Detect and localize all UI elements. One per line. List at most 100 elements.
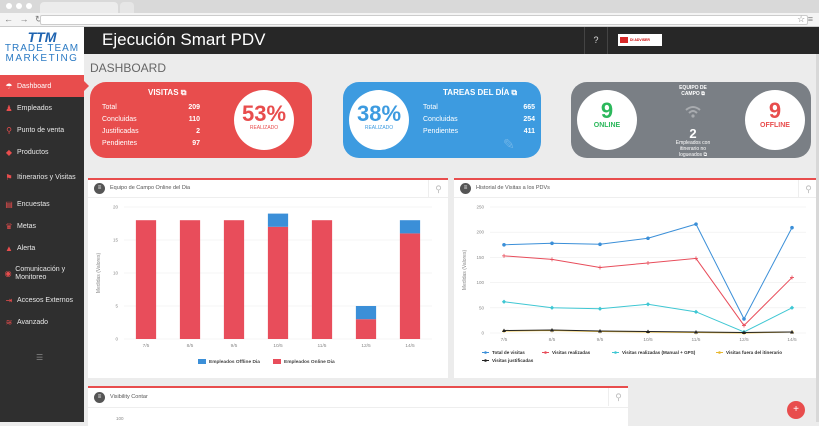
window-controls[interactable] (6, 3, 32, 9)
kpi-visitas-title[interactable]: VISITAS ⧉ (148, 88, 187, 97)
kpi-tareas-card[interactable]: 38% REALIZADO TAREAS DEL DÍA ⧉ Total 665 C… (343, 82, 541, 158)
legend-swatch (198, 359, 206, 364)
offline-label: OFFLINE (760, 122, 790, 129)
user-logo-icon (620, 37, 628, 43)
y-axis-label: Medidas (Valores) (462, 250, 468, 291)
legend-label: Total de visitas (492, 350, 525, 355)
data-point (694, 256, 698, 261)
sidebar-item-alerta[interactable]: ▲ Alerta (0, 237, 84, 259)
x-tick-label: 11/5 (692, 337, 701, 343)
y-tick-label: 250 (476, 205, 484, 210)
zoom-icon[interactable]: ⚲ (608, 388, 628, 406)
bar (355, 319, 377, 339)
y-tick-label: 50 (479, 305, 485, 310)
minimize-dot[interactable] (16, 3, 22, 9)
graduation-cap-icon: ≋ (5, 317, 13, 327)
sidebar-item-comunicación[interactable]: ◉ Comunicación y Monitoreo (0, 259, 84, 289)
data-point (598, 242, 602, 247)
close-dot[interactable] (6, 3, 12, 9)
data-point (549, 305, 555, 310)
trophy-icon: ♛ (5, 221, 13, 231)
legend-label: Visitas realizadas (Manual + GPS) (622, 350, 696, 355)
browser-tab[interactable] (40, 2, 118, 13)
url-bar[interactable] (40, 15, 808, 25)
data-point (742, 317, 746, 321)
sidebar-item-dashboard[interactable]: ☂ Dashboard (0, 75, 89, 97)
collapse-sidebar-icon[interactable]: ☰ (36, 353, 44, 362)
browser-nav-buttons[interactable]: ← → ↻ (4, 14, 45, 24)
sidebar-item-accesos[interactable]: ⇥ Accesos Externos (0, 289, 84, 311)
x-tick-label: 10/5 (273, 343, 283, 349)
data-point (693, 309, 699, 314)
sidebar-item-metas[interactable]: ♛ Metas (0, 215, 84, 237)
offline-circle: 9 OFFLINE (745, 90, 805, 150)
visitas-percent: 53% (241, 101, 287, 126)
logo[interactable]: TTM TRADE TEAM MARKETING (0, 27, 84, 75)
bar (311, 220, 333, 339)
bar (355, 306, 377, 320)
panel-menu-icon[interactable]: ≡ (94, 183, 105, 194)
data-point (646, 260, 650, 265)
bar (267, 226, 289, 339)
page-scrollbar[interactable] (816, 54, 819, 422)
sidebar-item-productos[interactable]: ◆ Productos (0, 141, 84, 163)
not-logged-label[interactable]: Empleados con itinerario no logueados ⧉ (675, 140, 711, 158)
sidebar-item-itinerarios[interactable]: ⚑ Itinerarios y Visitas (0, 163, 84, 193)
sidebar-item-avanzado[interactable]: ≋ Avanzado (0, 311, 84, 333)
offline-count: 9 (768, 98, 782, 123)
main-content: DASHBOARD VISITAS ⧉ Total 209 Concluidas 11… (84, 54, 819, 426)
panel-header: ≡ Visibility Contar ⚲ (88, 388, 628, 408)
tag-icon: ◆ (5, 147, 13, 157)
kpi-visitas-card[interactable]: VISITAS ⧉ Total 209 Concluidas 110 Justifica… (90, 82, 312, 158)
y-tick-label: 15 (113, 238, 119, 243)
kpi-row-value: 665 (523, 104, 535, 111)
kpi-row-value: 209 (188, 104, 200, 111)
legend-marker (484, 351, 487, 354)
data-point (790, 329, 794, 334)
bar (135, 220, 157, 339)
data-point (790, 225, 794, 230)
maximize-dot[interactable] (26, 3, 32, 9)
kpi-row-label: Total (102, 104, 117, 111)
data-point (550, 327, 554, 332)
kpi-equipo-card[interactable]: 9 ONLINE EQUIPO DE CAMPO ⧉ 2 Empleados c… (571, 82, 811, 158)
x-tick-label: 12/5 (361, 343, 371, 349)
visitas-percent-circle: 53% REALIZADO (234, 90, 294, 150)
sidebar-item-label: Itinerarios y Visitas (17, 174, 76, 181)
add-button[interactable]: + (787, 401, 805, 419)
panel-header: ≡ Equipo de Campo Online del Dia ⚲ (88, 180, 448, 198)
data-point (694, 329, 698, 334)
x-tick-label: 10/5 (643, 337, 653, 343)
online-label: ONLINE (593, 122, 621, 129)
data-point (501, 299, 507, 304)
help-button[interactable]: ? (584, 27, 608, 54)
sidebar-item-label: Accesos Externos (17, 296, 74, 304)
y-tick-label: 200 (476, 230, 484, 235)
logo-line2: MARKETING (5, 53, 79, 64)
x-tick-label: 11/5 (318, 343, 327, 349)
panel-header: ≡ Historial de Visitas a los PDVs ⚲ (454, 180, 818, 198)
browser-menu-icon[interactable]: ☆ ≡ (797, 14, 813, 24)
zoom-icon[interactable]: ⚲ (798, 180, 818, 198)
data-point (598, 328, 602, 333)
data-point (742, 330, 746, 334)
sidebar-item-encuestas[interactable]: ▤ Encuestas (0, 193, 84, 215)
top-bar: Ejecución Smart PDV ? DI ADVISER (84, 27, 819, 54)
sidebar-item-empleados[interactable]: ♟ Empleados (0, 97, 84, 119)
user-badge[interactable]: DI ADVISER (618, 34, 662, 46)
panel-menu-icon[interactable]: ≡ (460, 183, 471, 194)
zoom-icon[interactable]: ⚲ (428, 180, 448, 198)
panel-title: Historial de Visitas a los PDVs (476, 185, 550, 191)
kpi-row-value: 254 (523, 116, 535, 123)
new-tab-button[interactable] (120, 2, 134, 13)
not-logged-count: 2 (689, 126, 697, 141)
equipo-title[interactable]: EQUIPO DE CAMPO ⧉ (671, 85, 715, 97)
sidebar-item-label: Encuestas (17, 200, 50, 208)
kpi-row-label: Total (423, 104, 438, 111)
browser-title-bar (0, 0, 819, 13)
kpi-tareas-title[interactable]: TAREAS DEL DÍA ⧉ (443, 88, 518, 97)
sidebar-item-punto[interactable]: ⚲ Punto de venta (0, 119, 84, 141)
panel-menu-icon[interactable]: ≡ (94, 392, 105, 403)
kpi-row-value: 2 (196, 128, 200, 135)
kpi-row-label: Justificadas (102, 128, 139, 135)
